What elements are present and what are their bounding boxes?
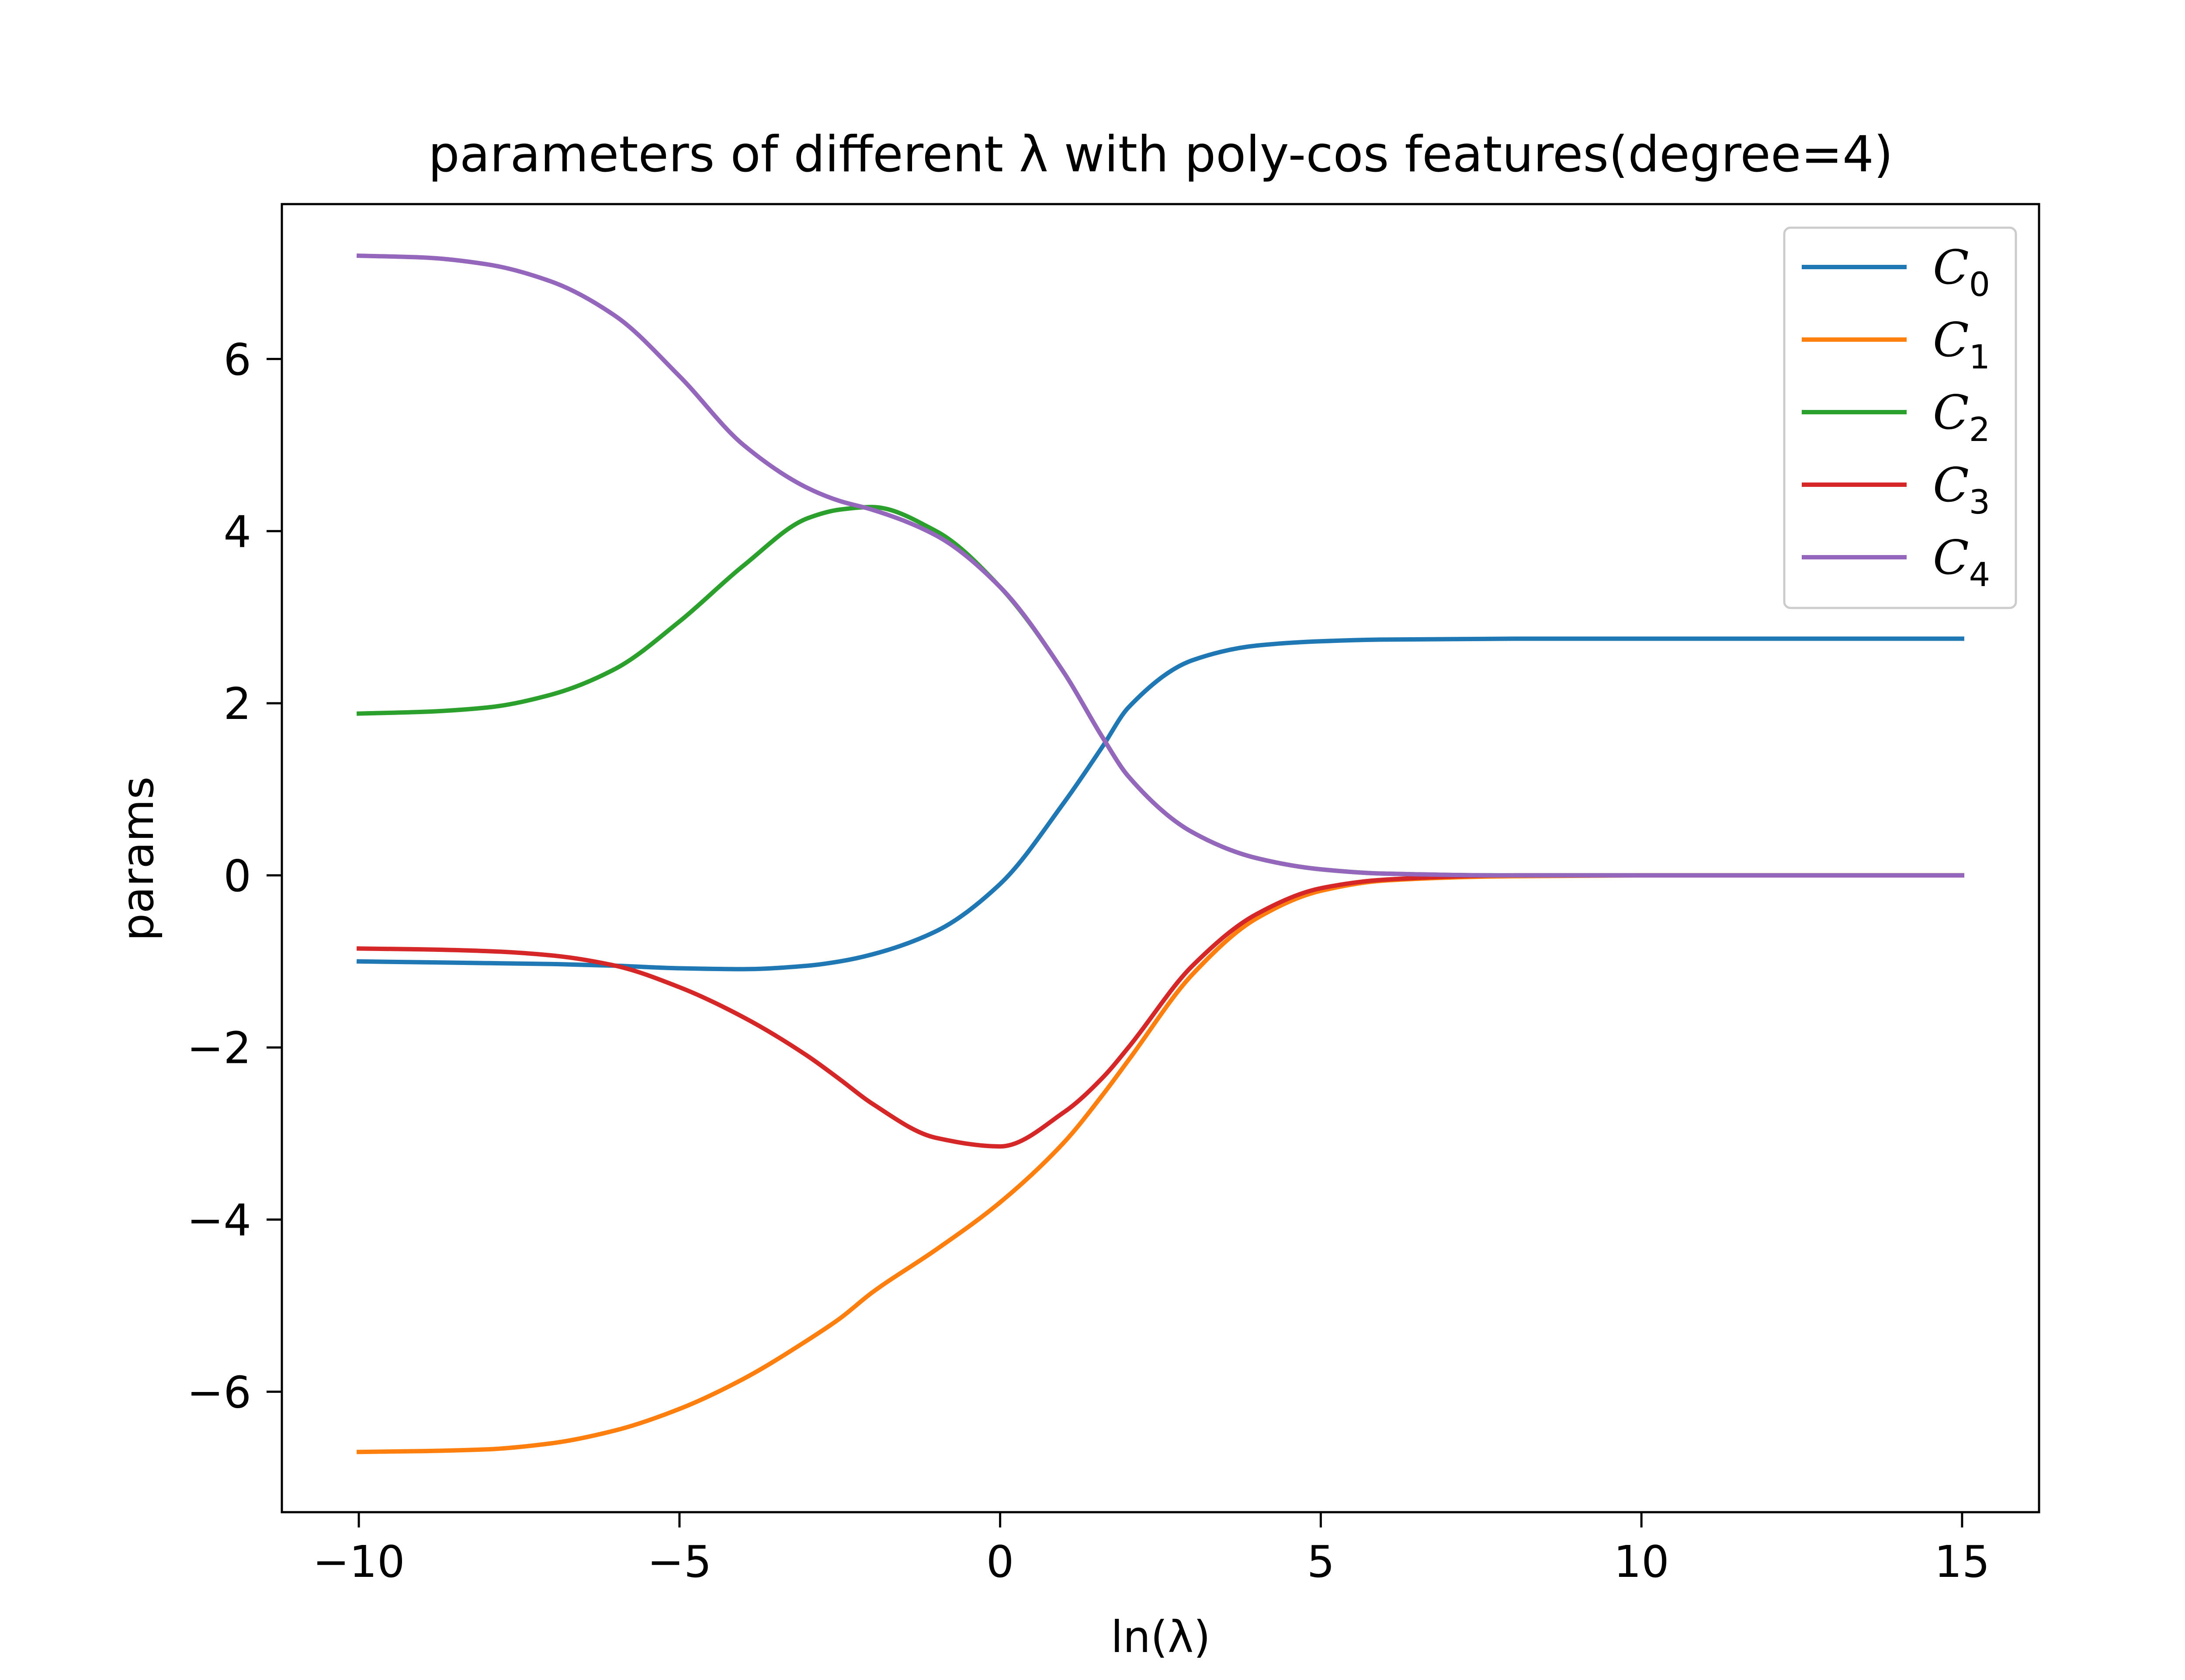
legend-box <box>1783 226 2017 609</box>
x-tick-label: 15 <box>1934 1536 1990 1587</box>
legend-label-c1: C1 <box>1933 313 1990 376</box>
y-tick-label: 2 <box>223 678 251 729</box>
series-line-c4 <box>356 253 1964 878</box>
x-tick-label: 0 <box>986 1536 1014 1587</box>
y-tick-label: −4 <box>187 1195 251 1246</box>
legend-label-c4: C4 <box>1933 531 1990 594</box>
y-tick-label: 6 <box>223 334 251 385</box>
legend-label-c2: C2 <box>1933 385 1990 449</box>
y-tick-label: 0 <box>223 850 251 902</box>
legend: C0 C1 C2 C3 C4 <box>1783 226 2017 609</box>
x-tick-label: 5 <box>1307 1536 1335 1587</box>
y-tick-label: −2 <box>187 1023 251 1074</box>
x-axis-label: ln(λ) <box>1111 1611 1210 1663</box>
x-tick-label: −5 <box>647 1536 711 1587</box>
y-tick-label: 4 <box>223 506 251 557</box>
y-axis-label: params <box>112 777 163 941</box>
x-tick-label: −10 <box>313 1536 405 1587</box>
x-tick-label: 10 <box>1614 1536 1669 1587</box>
legend-label-c0: C0 <box>1933 240 1990 304</box>
series-lines <box>356 253 1964 1454</box>
plot-area: −10 −5 0 5 10 15 −6 −4 −2 0 2 4 6 <box>187 203 2040 1587</box>
y-tick-label: −6 <box>187 1367 251 1418</box>
legend-label-c3: C3 <box>1933 458 1990 521</box>
axes-frame <box>281 203 2040 1513</box>
chart-title: parameters of different λ with poly-cos … <box>428 125 1893 183</box>
